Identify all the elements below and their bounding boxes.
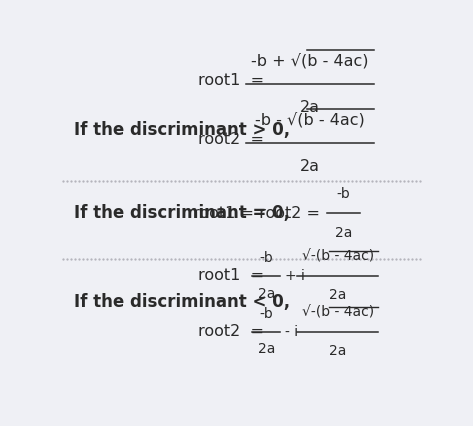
Text: 2a: 2a [329,288,346,302]
Text: root1  =: root1 = [199,268,264,283]
Text: 2a: 2a [329,344,346,358]
Text: -b + √(b - 4ac): -b + √(b - 4ac) [252,53,369,68]
Text: 2a: 2a [300,159,320,174]
Text: √-(b - 4ac): √-(b - 4ac) [302,249,374,263]
Text: root2  =: root2 = [199,324,264,339]
Text: root1  =: root1 = [199,73,264,88]
Text: If the discriminant = 0,: If the discriminant = 0, [74,204,290,222]
Text: + i: + i [285,269,305,283]
Text: -b - √(b - 4ac): -b - √(b - 4ac) [255,112,365,127]
Text: -b: -b [259,251,273,265]
Text: root1 = root2 =: root1 = root2 = [193,206,320,221]
Text: 2a: 2a [334,226,352,240]
Text: 2a: 2a [258,287,275,301]
Text: 2a: 2a [258,343,275,357]
Text: root2  =: root2 = [199,132,264,147]
Text: -b: -b [336,187,350,201]
Text: - i: - i [285,325,298,339]
Text: If the discriminant > 0,: If the discriminant > 0, [74,121,290,139]
Text: √-(b - 4ac): √-(b - 4ac) [302,305,374,319]
Text: If the discriminant < 0,: If the discriminant < 0, [74,293,290,311]
Text: 2a: 2a [300,100,320,115]
Text: -b: -b [259,307,273,321]
